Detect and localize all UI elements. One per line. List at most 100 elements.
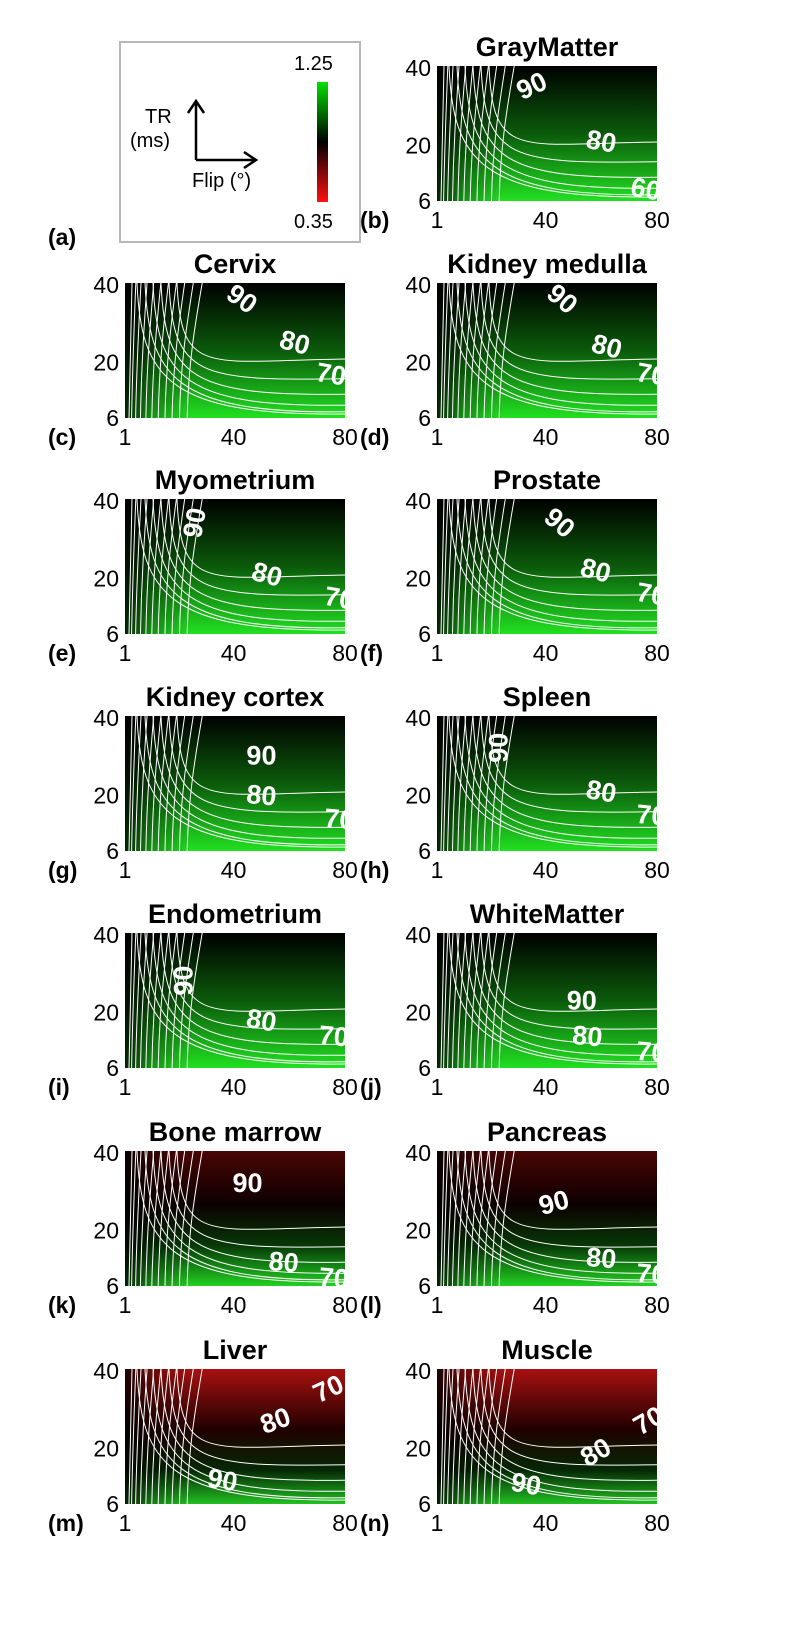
contour-lines (440, 1369, 657, 1504)
x-tick-label: 80 (644, 1510, 670, 1536)
contour-label-60: 60 (628, 172, 663, 207)
contour-label-80: 80 (244, 1003, 279, 1038)
panel-whitematter: 90 80 70 WhiteMatter 6 20 40 1 40 80 (j) (360, 899, 670, 1100)
y-tick-label: 20 (405, 782, 431, 808)
x-tick-label: 1 (119, 1074, 132, 1100)
contour-lines (128, 933, 345, 1068)
contour-label-90: 90 (177, 505, 212, 540)
x-tick-label: 40 (221, 640, 247, 666)
y-tick-label: 40 (93, 488, 119, 514)
contour-lines (128, 283, 345, 418)
legend-y-axis-label-line2: (ms) (130, 130, 170, 152)
contour-lines (128, 716, 345, 851)
y-tick-label: 6 (106, 621, 119, 647)
x-tick-label: 1 (431, 424, 444, 450)
legend-y-arrowhead (186, 98, 206, 114)
x-tick-label: 80 (644, 857, 670, 883)
x-tick-label: 40 (533, 1292, 559, 1318)
y-tick-label: 6 (106, 1491, 119, 1517)
contour-label-80: 80 (584, 774, 619, 809)
x-tick-label: 1 (431, 1510, 444, 1536)
panel-title: Myometrium (155, 465, 316, 495)
panel-label: (d) (360, 424, 389, 450)
y-tick-label: 6 (106, 1055, 119, 1081)
panel-label: (c) (48, 424, 76, 450)
x-tick-label: 80 (332, 640, 358, 666)
x-tick-label: 80 (332, 1510, 358, 1536)
y-tick-label: 6 (106, 1273, 119, 1299)
contour-label-80: 80 (584, 124, 619, 159)
contour-lines (440, 66, 657, 201)
panel-label: (m) (48, 1510, 84, 1536)
contour-label-80: 80 (245, 779, 278, 812)
x-tick-label: 80 (644, 1292, 670, 1318)
contour-label-80: 80 (577, 552, 614, 589)
x-tick-label: 40 (221, 1510, 247, 1536)
panel-endometrium: 90 80 70 Endometrium 6 20 40 1 40 80 (i) (48, 899, 358, 1100)
panel-title: Bone marrow (149, 1117, 323, 1147)
x-tick-label: 1 (119, 1510, 132, 1536)
contour-label-70: 70 (635, 799, 668, 832)
legend-panel-label: (a) (48, 224, 76, 250)
legend-x-axis-label: Flip (°) (192, 170, 251, 192)
contour-label-70: 70 (635, 1036, 668, 1069)
x-tick-label: 80 (644, 640, 670, 666)
x-tick-label: 80 (332, 1074, 358, 1100)
y-tick-label: 40 (93, 1140, 119, 1166)
contour-label-70: 70 (635, 1258, 668, 1291)
contour-label-90: 90 (168, 966, 198, 996)
contour-label-80: 80 (571, 1020, 604, 1053)
x-tick-label: 1 (431, 640, 444, 666)
x-tick-label: 40 (221, 857, 247, 883)
contour-label-80: 80 (267, 1246, 300, 1279)
y-tick-label: 40 (405, 1140, 431, 1166)
panel-label: (e) (48, 640, 76, 666)
contour-label-90: 90 (233, 1168, 263, 1198)
x-tick-label: 80 (332, 857, 358, 883)
contour-lines (440, 933, 657, 1068)
panel-label: (f) (360, 640, 383, 666)
panel-spleen: 90 80 70 Spleen 6 20 40 1 40 80 (h) (360, 682, 670, 883)
panel-label: (j) (360, 1074, 382, 1100)
contour-label-70: 70 (322, 581, 357, 616)
y-tick-label: 6 (418, 1491, 431, 1517)
panel-title: Kidney medulla (447, 249, 648, 279)
legend-y-axis-label-line1: TR (145, 106, 172, 128)
y-tick-label: 40 (405, 488, 431, 514)
panel-label: (l) (360, 1292, 382, 1318)
x-tick-label: 80 (644, 207, 670, 233)
contour-label-70: 70 (318, 1262, 351, 1295)
contour-lines (128, 499, 345, 634)
panel-title: Cervix (194, 249, 277, 279)
contour-label-90: 90 (509, 1467, 544, 1502)
y-tick-label: 6 (418, 838, 431, 864)
x-tick-label: 40 (533, 1510, 559, 1536)
x-tick-label: 40 (533, 640, 559, 666)
y-tick-label: 6 (418, 621, 431, 647)
panel-label: (n) (360, 1510, 389, 1536)
colorbar-max-label: 1.25 (294, 53, 333, 75)
x-tick-label: 40 (221, 1074, 247, 1100)
y-tick-label: 6 (418, 188, 431, 214)
contour-label-70: 70 (634, 577, 669, 612)
x-tick-label: 1 (431, 857, 444, 883)
contour-label-70: 70 (323, 803, 356, 836)
y-tick-label: 6 (418, 1273, 431, 1299)
panel-title: WhiteMatter (470, 899, 625, 929)
x-tick-label: 40 (533, 857, 559, 883)
y-tick-label: 20 (93, 1217, 119, 1243)
y-tick-label: 6 (106, 405, 119, 431)
contour-label-80: 80 (249, 556, 286, 593)
y-tick-label: 6 (418, 1055, 431, 1081)
y-tick-label: 20 (405, 349, 431, 375)
y-tick-label: 20 (93, 349, 119, 375)
contour-lines (128, 1151, 345, 1286)
contour-lines (440, 283, 657, 418)
x-tick-label: 40 (221, 1292, 247, 1318)
panel-title: Spleen (503, 682, 592, 712)
